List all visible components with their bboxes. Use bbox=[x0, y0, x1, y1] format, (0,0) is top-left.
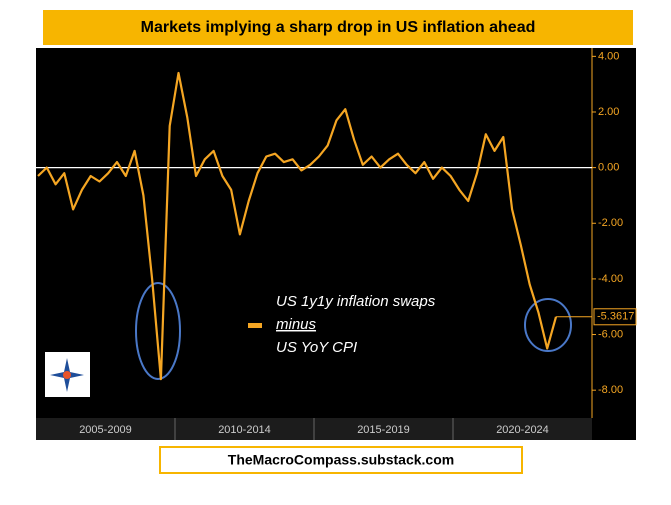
plot-background bbox=[36, 48, 636, 440]
highlight-circle bbox=[524, 298, 572, 352]
x-tick-label: 2010-2014 bbox=[218, 424, 271, 436]
y-tick-label: 4.00 bbox=[598, 50, 619, 62]
legend-text: US YoY CPI bbox=[276, 339, 357, 356]
y-tick-label: -2.00 bbox=[598, 217, 623, 229]
y-tick-label: -8.00 bbox=[598, 384, 623, 396]
series-line bbox=[37, 71, 558, 381]
y-tick-label: 0.00 bbox=[598, 162, 619, 174]
last-value-box bbox=[593, 308, 637, 326]
legend-text: US 1y1y inflation swaps bbox=[276, 293, 436, 310]
title-box bbox=[43, 10, 633, 45]
x-tick-label: 2015-2019 bbox=[357, 424, 410, 436]
highlight-circle bbox=[135, 282, 181, 380]
legend-text: minus bbox=[276, 316, 317, 333]
footer: TheMacroCompass.substack.com bbox=[228, 452, 454, 468]
x-tick-label: 2005-2009 bbox=[79, 424, 132, 436]
logo bbox=[45, 352, 90, 397]
y-tick-label: 2.00 bbox=[598, 106, 619, 118]
x-tick-label: 2020-2024 bbox=[496, 424, 549, 436]
y-tick-label: -6.00 bbox=[598, 328, 623, 340]
logo-dot bbox=[63, 371, 71, 379]
footer-box bbox=[159, 446, 523, 474]
legend-swatch bbox=[248, 323, 262, 328]
chart-title: Markets implying a sharp drop in US infl… bbox=[141, 19, 536, 36]
y-tick-label: -4.00 bbox=[598, 273, 623, 285]
last-value-label: -5.3617 bbox=[597, 311, 634, 323]
